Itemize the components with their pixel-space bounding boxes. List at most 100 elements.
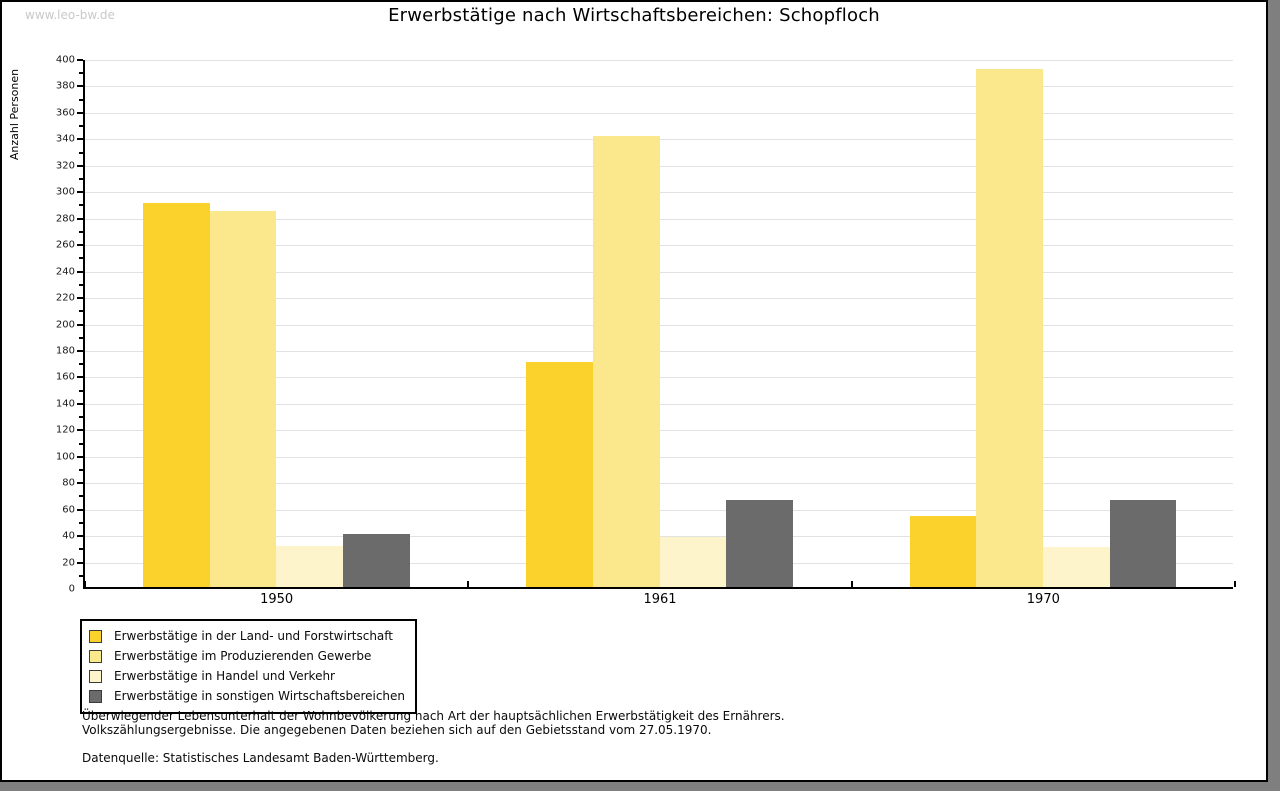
y-axis-tick-minor [79, 495, 83, 498]
legend-label: Erwerbstätige in Handel und Verkehr [114, 669, 335, 683]
data-source-text: Datenquelle: Statistisches Landesamt Bad… [82, 751, 439, 765]
y-axis-tick-minor [79, 548, 83, 551]
y-axis-tick-major [77, 270, 83, 273]
y-axis-tick-minor [79, 521, 83, 524]
bar-1950-series-3 [276, 546, 344, 587]
x-axis-tick [467, 581, 470, 587]
y-axis-tick-major [77, 297, 83, 300]
bar-1961-series-3 [659, 536, 727, 587]
y-axis-tick-label: 140 [55, 398, 75, 410]
legend-label: Erwerbstätige in sonstigen Wirtschaftsbe… [114, 689, 406, 703]
bar-1950-series-4 [343, 534, 410, 587]
y-axis-tick-label: 240 [55, 266, 75, 278]
y-axis-tick-major [77, 349, 83, 352]
y-axis-tick-minor [79, 125, 83, 128]
legend-swatch-icon [89, 629, 102, 643]
legend-item: Erwerbstätige in sonstigen Wirtschaftsbe… [89, 686, 405, 706]
y-axis-tick-label: 80 [62, 477, 75, 489]
bar-1961-series-1 [526, 362, 594, 587]
y-axis-tick-label: 60 [62, 504, 75, 516]
y-axis-tick-major [77, 191, 83, 194]
bar-1970-series-1 [909, 515, 977, 587]
y-axis-tick-major [77, 455, 83, 458]
footnote-text: Überwiegender Lebensunterhalt der Wohnbe… [82, 709, 785, 737]
y-axis-tick-major [77, 482, 83, 485]
y-axis-tick-minor [79, 468, 83, 471]
bar-1970-series-2 [976, 68, 1044, 587]
y-axis-tick-major [77, 244, 83, 247]
x-axis-category-label: 1950 [260, 592, 294, 607]
y-axis-tick-label: 400 [55, 54, 75, 66]
watermark-text: www.leo-bw.de [25, 8, 115, 22]
y-axis-tick-minor [79, 389, 83, 392]
bar-1970-series-4 [1109, 499, 1177, 587]
y-axis-tick-minor [79, 98, 83, 101]
y-axis-tick-label: 120 [55, 424, 75, 436]
y-axis-tick-minor [79, 283, 83, 286]
legend-item: Erwerbstätige in der Land- und Forstwirt… [89, 626, 405, 646]
x-axis-tick [850, 581, 853, 587]
bar-1950-series-2 [209, 211, 277, 587]
y-axis-tick-major [77, 59, 83, 61]
y-axis-tick-major [77, 217, 83, 220]
x-axis-tick [84, 581, 86, 587]
legend-label: Erwerbstätige in der Land- und Forstwirt… [114, 629, 393, 643]
legend-swatch-icon [89, 689, 102, 703]
x-axis-category-label: 1970 [1026, 592, 1060, 607]
y-axis-tick-minor [79, 363, 83, 366]
legend-box: Erwerbstätige in der Land- und Forstwirt… [80, 619, 418, 714]
footnote-line: Volkszählungsergebnisse. Die angegebenen… [82, 722, 712, 737]
y-axis-tick-label: 300 [55, 186, 75, 198]
y-axis-tick-minor [79, 257, 83, 260]
y-axis-tick-major [77, 138, 83, 141]
y-axis-tick-label: 380 [55, 80, 75, 92]
bar-1970-series-3 [1043, 547, 1110, 587]
y-axis-tick-minor [79, 151, 83, 154]
y-axis-tick-label: 180 [55, 345, 75, 357]
y-axis-tick-minor [79, 178, 83, 181]
legend-swatch-icon [89, 649, 102, 663]
chart-title: Erwerbstätige nach Wirtschaftsbereichen:… [388, 5, 880, 26]
y-axis-tick-minor [79, 336, 83, 339]
bar-1961-series-2 [593, 136, 660, 587]
x-axis-tick [1234, 581, 1236, 587]
y-axis-tick-label: 260 [55, 239, 75, 251]
y-axis-tick-minor [79, 574, 83, 577]
y-axis-tick-label: 40 [62, 530, 75, 542]
gridline [85, 86, 1233, 88]
legend-item: Erwerbstätige im Produzierenden Gewerbe [89, 646, 405, 666]
y-axis-tick-major [77, 535, 83, 538]
y-axis-tick-major [77, 429, 83, 432]
y-axis-tick-minor [79, 310, 83, 313]
gridline [85, 112, 1233, 114]
y-axis-tick-label: 360 [55, 107, 75, 119]
y-axis-tick-minor [79, 442, 83, 445]
bar-1961-series-4 [726, 499, 794, 587]
y-axis-tick-major [77, 376, 83, 379]
y-axis-tick-major [77, 85, 83, 88]
chart-canvas: www.leo-bw.de Erwerbstätige nach Wirtsch… [0, 0, 1268, 782]
plot-area: 20 40 60 80 100 120 140 160 180 200 220 240 260 280 30… [56, 55, 1236, 607]
y-axis-tick-label: 320 [55, 160, 75, 172]
y-axis-tick-label: 340 [55, 133, 75, 145]
y-axis-title: Anzahl Personen [8, 68, 21, 161]
y-axis-tick-major [77, 508, 83, 511]
y-axis-tick-label: 160 [55, 371, 75, 383]
y-axis-tick-minor [79, 204, 83, 207]
y-axis-tick-major [77, 561, 83, 564]
y-axis-tick-minor [79, 230, 83, 233]
bar-1950-series-1 [143, 203, 210, 587]
legend-swatch-icon [89, 669, 102, 683]
y-axis-tick-label: 100 [55, 451, 75, 463]
y-axis-tick-major [77, 111, 83, 114]
y-axis-tick-label: 220 [55, 292, 75, 304]
y-axis-tick-label: 20 [62, 557, 75, 569]
gridline [85, 60, 1233, 61]
y-axis-tick-major [77, 402, 83, 405]
y-axis-tick-major [77, 323, 83, 326]
y-axis-tick-label: 280 [55, 213, 75, 225]
y-axis-tick-minor [79, 416, 83, 419]
x-axis-category-label: 1961 [643, 592, 677, 607]
y-axis-tick-minor [79, 72, 83, 75]
